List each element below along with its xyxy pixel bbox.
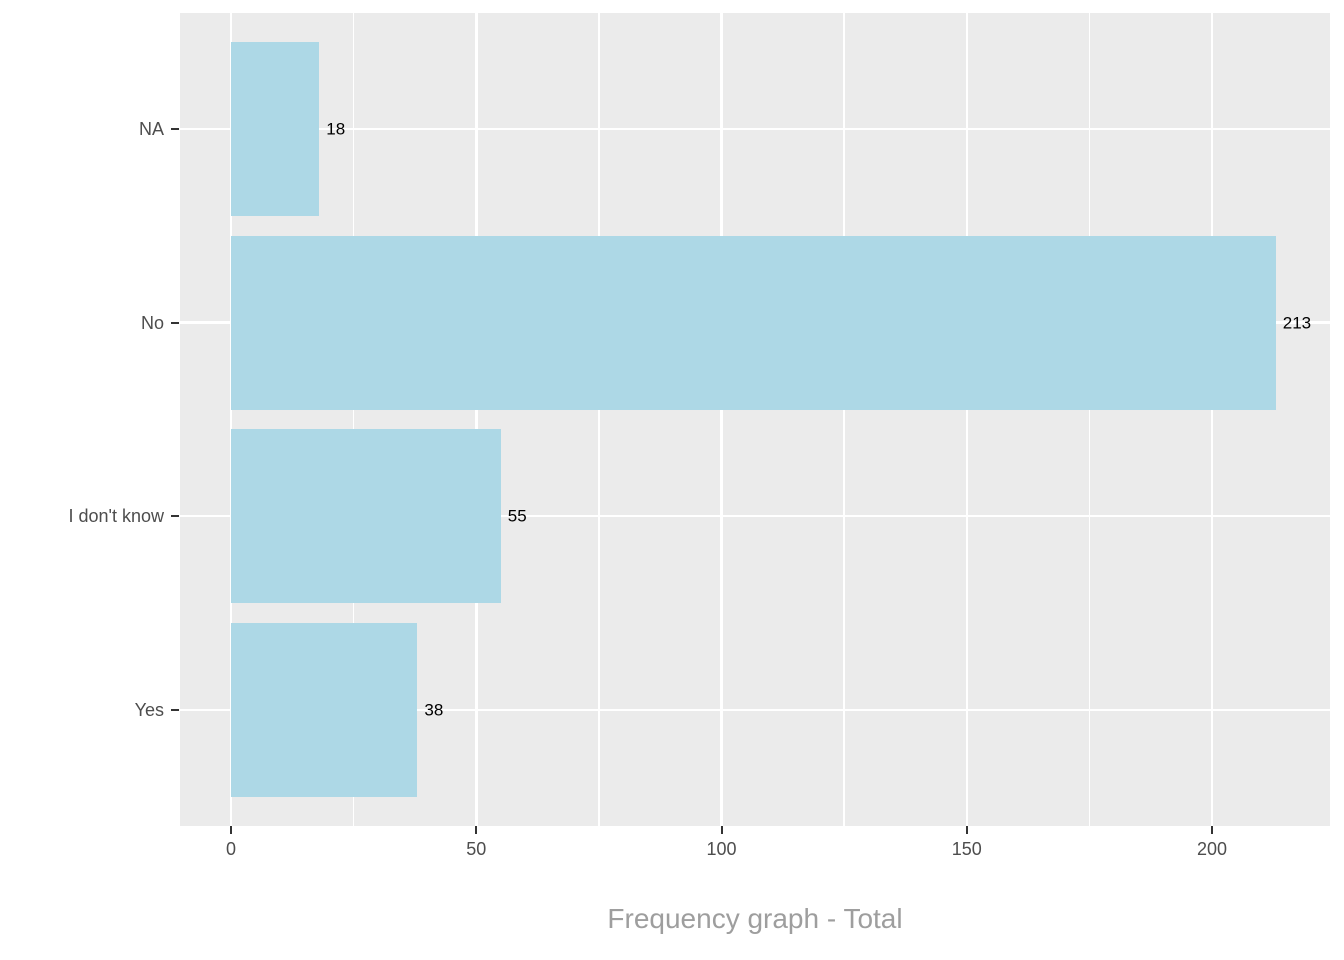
major-gridline	[720, 13, 723, 826]
x-axis-tick-label: 150	[951, 839, 982, 859]
bar	[231, 42, 320, 216]
x-axis-tick-mark	[720, 826, 723, 834]
x-axis-tick-label: 0	[225, 839, 237, 859]
x-axis-tick-label: 200	[1196, 839, 1228, 859]
bar	[231, 622, 418, 797]
y-axis-category-label: No	[140, 312, 164, 333]
bar	[231, 235, 1276, 410]
y-axis-tick-mark	[171, 128, 179, 130]
major-gridline	[180, 514, 1330, 518]
y-axis-category-label: I don't know	[68, 506, 165, 527]
y-axis-tick-mark	[171, 708, 179, 711]
major-gridline	[475, 13, 478, 826]
x-axis-tick-label: 50	[466, 839, 487, 859]
major-gridline	[1210, 13, 1214, 826]
minor-gridline	[843, 13, 845, 826]
x-axis-tick-mark	[1211, 826, 1213, 834]
y-axis-category-label: Yes	[134, 699, 164, 720]
x-axis-tick-mark	[230, 826, 232, 834]
bar-value-label: 18	[326, 119, 346, 139]
x-axis-tick-mark	[475, 826, 478, 834]
chart-title: Frequency graph - Total	[607, 903, 903, 934]
bar-value-label: 38	[424, 700, 444, 720]
major-gridline	[180, 708, 1330, 712]
major-gridline	[229, 13, 233, 826]
bar	[231, 429, 501, 604]
x-axis-tick-mark	[965, 826, 968, 834]
y-axis-tick-mark	[171, 515, 179, 518]
bar-value-label: 55	[507, 506, 527, 526]
x-axis-tick-label: 100	[706, 839, 737, 859]
minor-gridline	[352, 13, 355, 826]
major-gridline	[180, 127, 1330, 131]
minor-gridline	[1088, 13, 1091, 826]
major-gridline	[965, 13, 968, 826]
minor-gridline	[598, 13, 600, 826]
y-axis-category-label: NA	[138, 119, 164, 139]
y-axis-tick-mark	[171, 321, 179, 324]
bar-value-label: 213	[1282, 313, 1312, 333]
